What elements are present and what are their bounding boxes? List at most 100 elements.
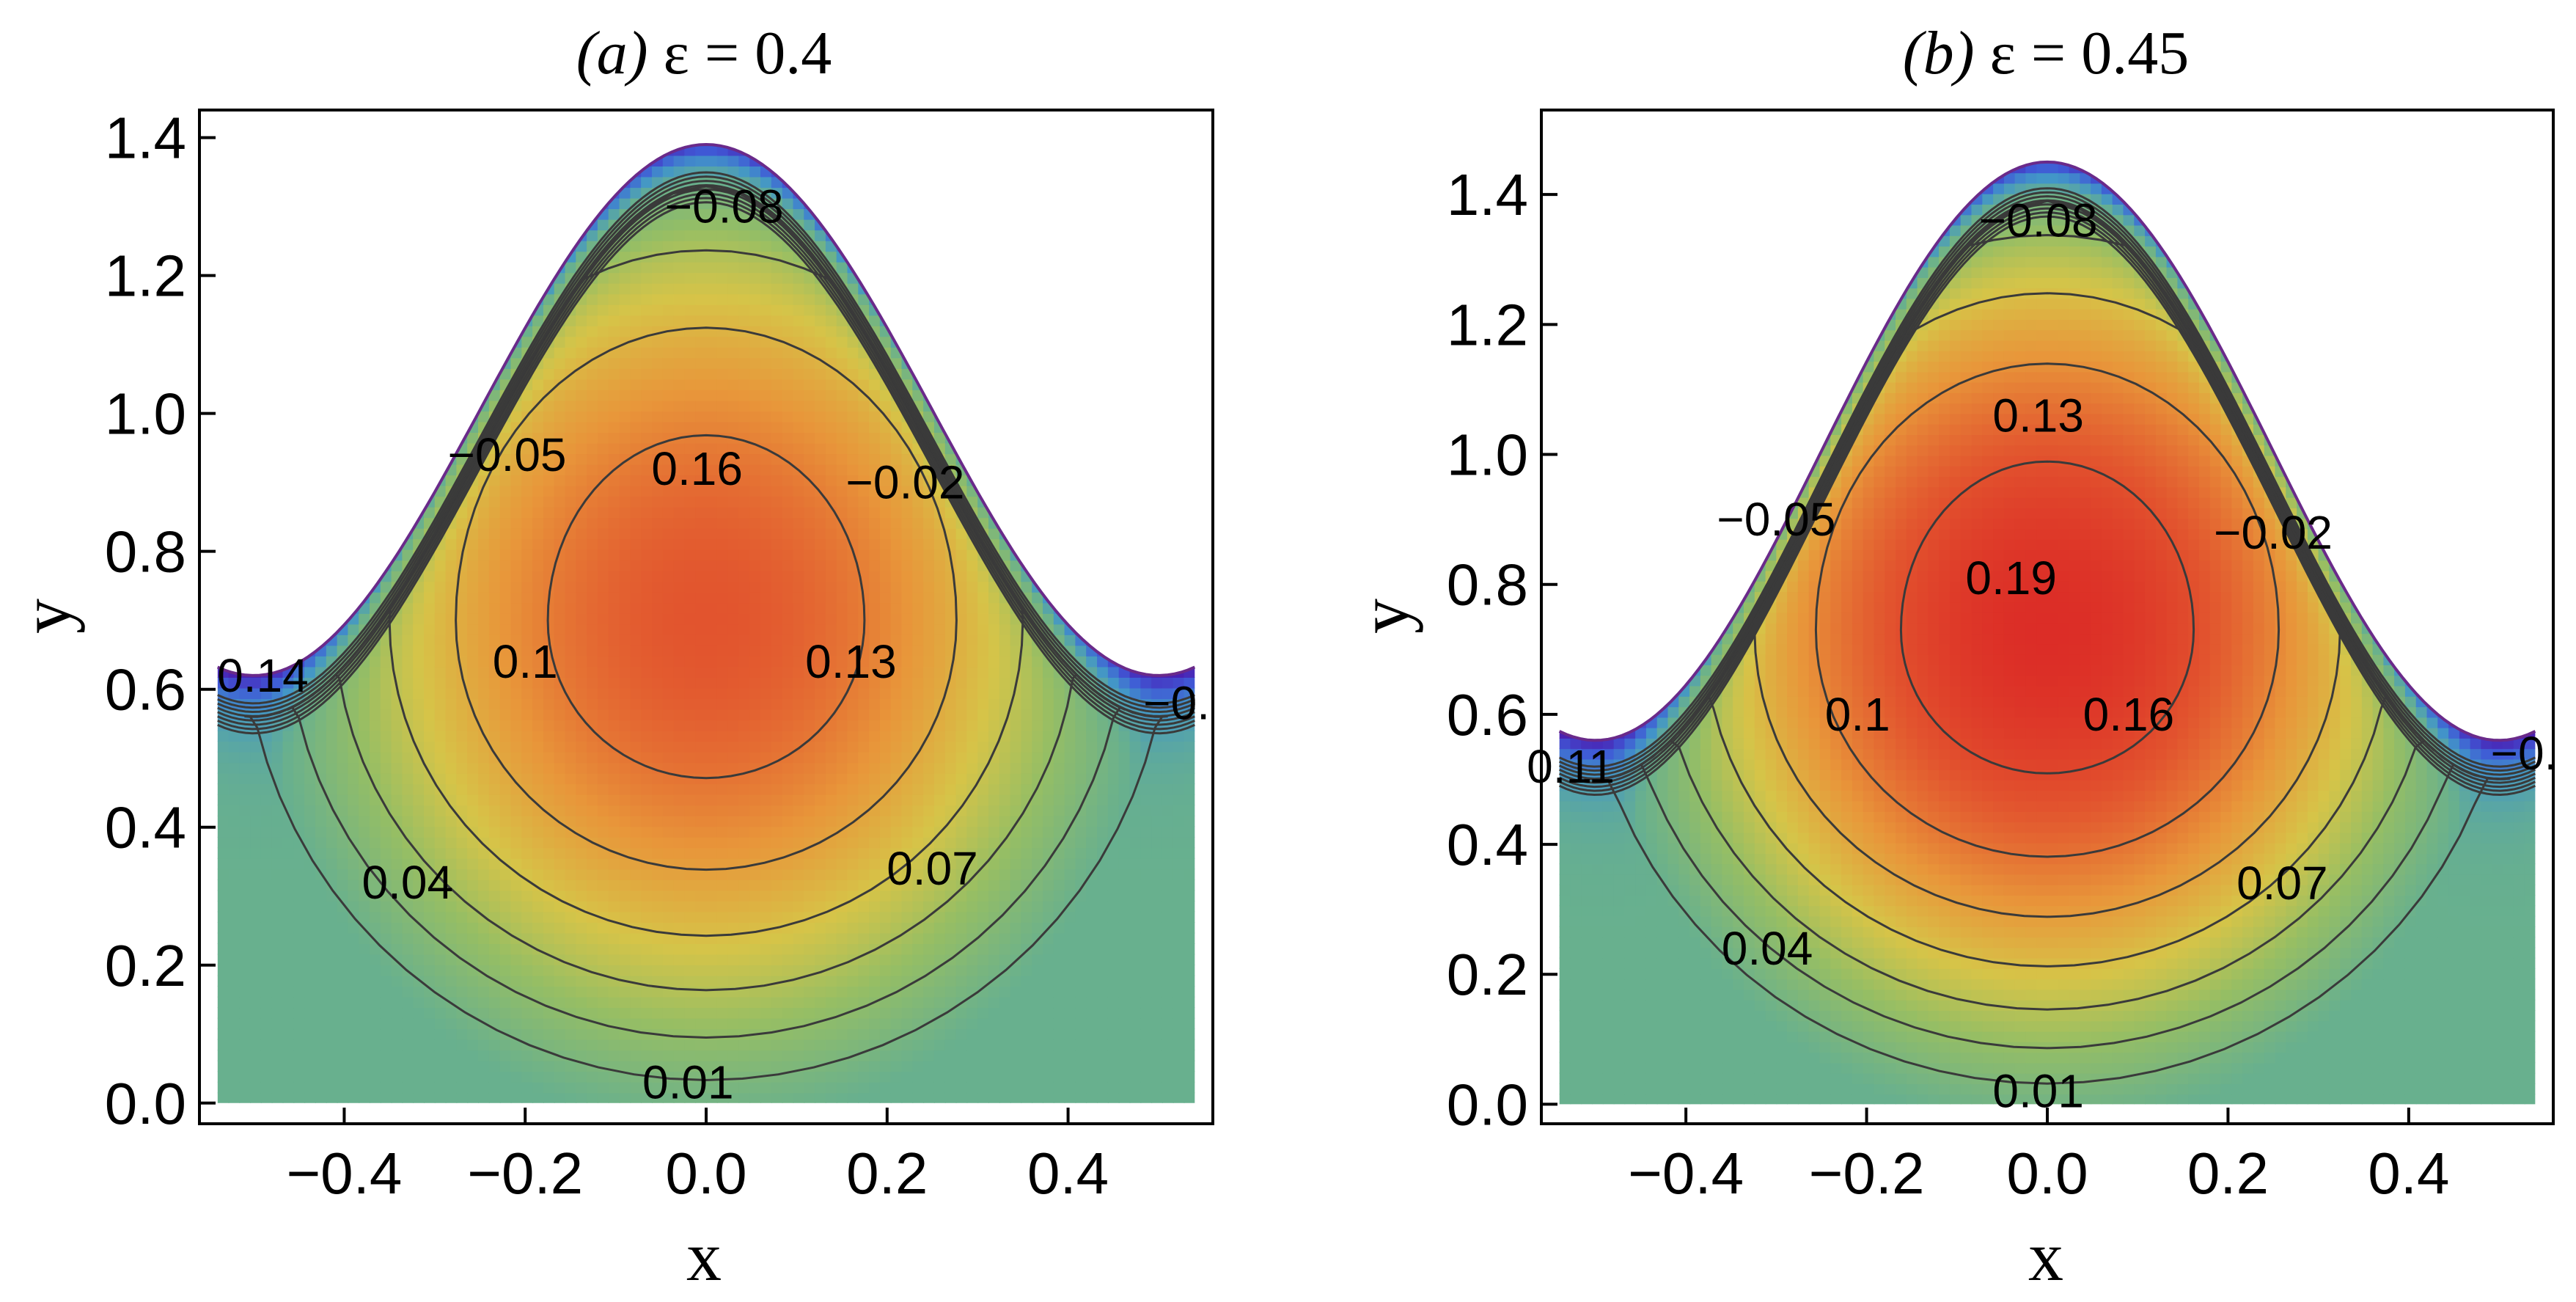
- panel-a-contour-cell: [706, 666, 718, 678]
- panel-a-contour-cell: [760, 954, 772, 965]
- panel-a-contour-cell: [727, 346, 740, 359]
- panel-a-contour-cell: [706, 645, 718, 657]
- panel-a-contour-cell: [565, 208, 577, 220]
- panel-a-contour-cell: [782, 357, 794, 369]
- panel-a-contour-cell: [804, 560, 816, 571]
- panel-a-contour-cell: [510, 1017, 523, 1030]
- panel-a-contour-cell: [424, 400, 436, 412]
- panel-a-contour-cell: [749, 741, 761, 753]
- panel-a-contour-cell: [695, 868, 707, 880]
- panel-a-contour-cell: [499, 634, 512, 646]
- panel-a-contour-cell: [282, 219, 295, 231]
- panel-a-contour-cell: [793, 1081, 805, 1094]
- panel-a-contour-cell: [326, 475, 338, 486]
- panel-a-contour-cell: [804, 549, 816, 561]
- panel-a-contour-cell: [359, 868, 370, 880]
- panel-a-contour-cell: [413, 357, 425, 369]
- panel-a-contour-cell: [271, 975, 284, 987]
- panel-a-contour-cell: [315, 826, 327, 838]
- panel-a-contour-cell: [434, 357, 447, 369]
- panel-a-contour-cell: [499, 1092, 512, 1103]
- panel-a-contour-cell: [793, 783, 805, 795]
- panel-a-contour-cell: [348, 996, 360, 1009]
- panel-a-contour-cell: [619, 687, 631, 699]
- panel-a-contour-cell: [315, 453, 327, 465]
- panel-a-contour-cell: [532, 772, 544, 785]
- panel-a-contour-cell: [467, 741, 479, 753]
- panel-a-contour-cell: [760, 645, 772, 657]
- panel-a-contour-cell: [695, 836, 707, 849]
- panel-a-contour-cell: [684, 666, 697, 678]
- panel-a-contour-cell: [576, 315, 588, 326]
- panel-a-contour-cell: [543, 527, 555, 540]
- panel-a-contour-cell: [228, 900, 241, 913]
- panel-a-contour-cell: [348, 400, 360, 412]
- panel-a-contour-cell: [543, 166, 555, 178]
- panel-a-contour-cell: [434, 1039, 447, 1051]
- panel-a-contour-cell: [488, 315, 501, 326]
- panel-a-contour-cell: [239, 208, 252, 220]
- panel-a-contour-cell: [337, 336, 349, 348]
- panel-a-contour-cell: [402, 197, 414, 210]
- panel-a-contour-cell: [478, 145, 490, 156]
- panel-a-contour-cell: [478, 857, 490, 870]
- panel-a-contour-cell: [434, 698, 447, 710]
- panel-a-contour-cell: [576, 570, 588, 582]
- panel-a-contour-cell: [652, 527, 664, 540]
- panel-a-contour-cell: [499, 656, 512, 668]
- panel-a-contour-cell: [510, 166, 523, 178]
- panel-a-contour-cell: [304, 836, 316, 849]
- panel-a-contour-cell: [445, 346, 458, 359]
- panel-a-contour-cell: [554, 826, 566, 838]
- panel-a-contour-cell: [576, 581, 588, 593]
- panel-a-contour-cell: [815, 890, 826, 901]
- panel-a-contour-cell: [304, 1050, 316, 1061]
- panel-a-contour-cell: [793, 1071, 805, 1083]
- panel-a-contour-fill: [217, 145, 1195, 1103]
- panel-a-contour-cell: [228, 560, 241, 571]
- panel-a-contour-cell: [228, 176, 241, 189]
- panel-a-contour-cell: [359, 1039, 370, 1051]
- panel-a-contour-cell: [684, 890, 697, 901]
- panel-a-contour-cell: [445, 1092, 458, 1103]
- panel-a-contour-cell: [760, 549, 772, 561]
- panel-a-contour-cell: [337, 868, 349, 880]
- panel-a-contour-cell: [652, 145, 664, 156]
- panel-a-contour-cell: [250, 612, 262, 625]
- panel-a-contour-cell: [434, 911, 447, 923]
- panel-a-contour-cell: [641, 656, 653, 668]
- panel-a-contour-cell: [587, 293, 598, 305]
- panel-a-contour-cell: [348, 421, 360, 433]
- panel-a-contour-cell: [370, 219, 381, 231]
- panel-a-contour-cell: [543, 730, 555, 742]
- panel-a-contour-cell: [510, 965, 523, 976]
- panel-a-contour-cell: [467, 868, 479, 880]
- panel-a-contour-cell: [641, 879, 653, 891]
- panel-a-contour-cell: [434, 922, 447, 934]
- panel-a-contour-cell: [402, 634, 414, 646]
- panel-a-contour-cell: [565, 879, 577, 891]
- panel-a-contour-cell: [326, 453, 338, 465]
- panel-a-contour-cell: [424, 570, 436, 582]
- panel-a-contour-cell: [771, 400, 783, 412]
- panel-a-contour-cell: [467, 591, 479, 604]
- panel-a-contour-cell: [402, 357, 414, 369]
- panel-a-contour-cell: [630, 581, 642, 593]
- panel-a-contour-cell: [239, 751, 252, 764]
- panel-a-contour-cell: [771, 293, 783, 305]
- panel-a-contour-cell: [282, 857, 295, 870]
- panel-a-contour-cell: [293, 815, 306, 827]
- panel-a-contour-cell: [260, 251, 273, 263]
- panel-a-contour-cell: [662, 496, 675, 508]
- panel-a-contour-cell: [293, 677, 306, 689]
- panel-a-contour-cell: [716, 879, 729, 891]
- panel-a-contour-cell: [445, 612, 458, 625]
- panel-a-contour-cell: [424, 687, 436, 699]
- panel-a-contour-cell: [782, 145, 794, 156]
- panel-a-contour-cell: [608, 357, 620, 369]
- panel-a-contour-cell: [532, 868, 544, 880]
- panel-a-contour-cell: [510, 560, 523, 571]
- panel-a-contour-cell: [760, 666, 772, 678]
- panel-a-contour-cell: [228, 506, 241, 519]
- panel-a-contour-cell: [738, 762, 751, 774]
